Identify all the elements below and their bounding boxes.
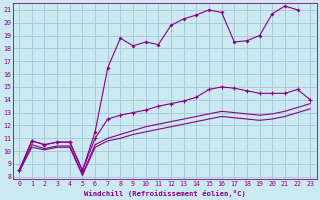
X-axis label: Windchill (Refroidissement éolien,°C): Windchill (Refroidissement éolien,°C) [84, 190, 246, 197]
